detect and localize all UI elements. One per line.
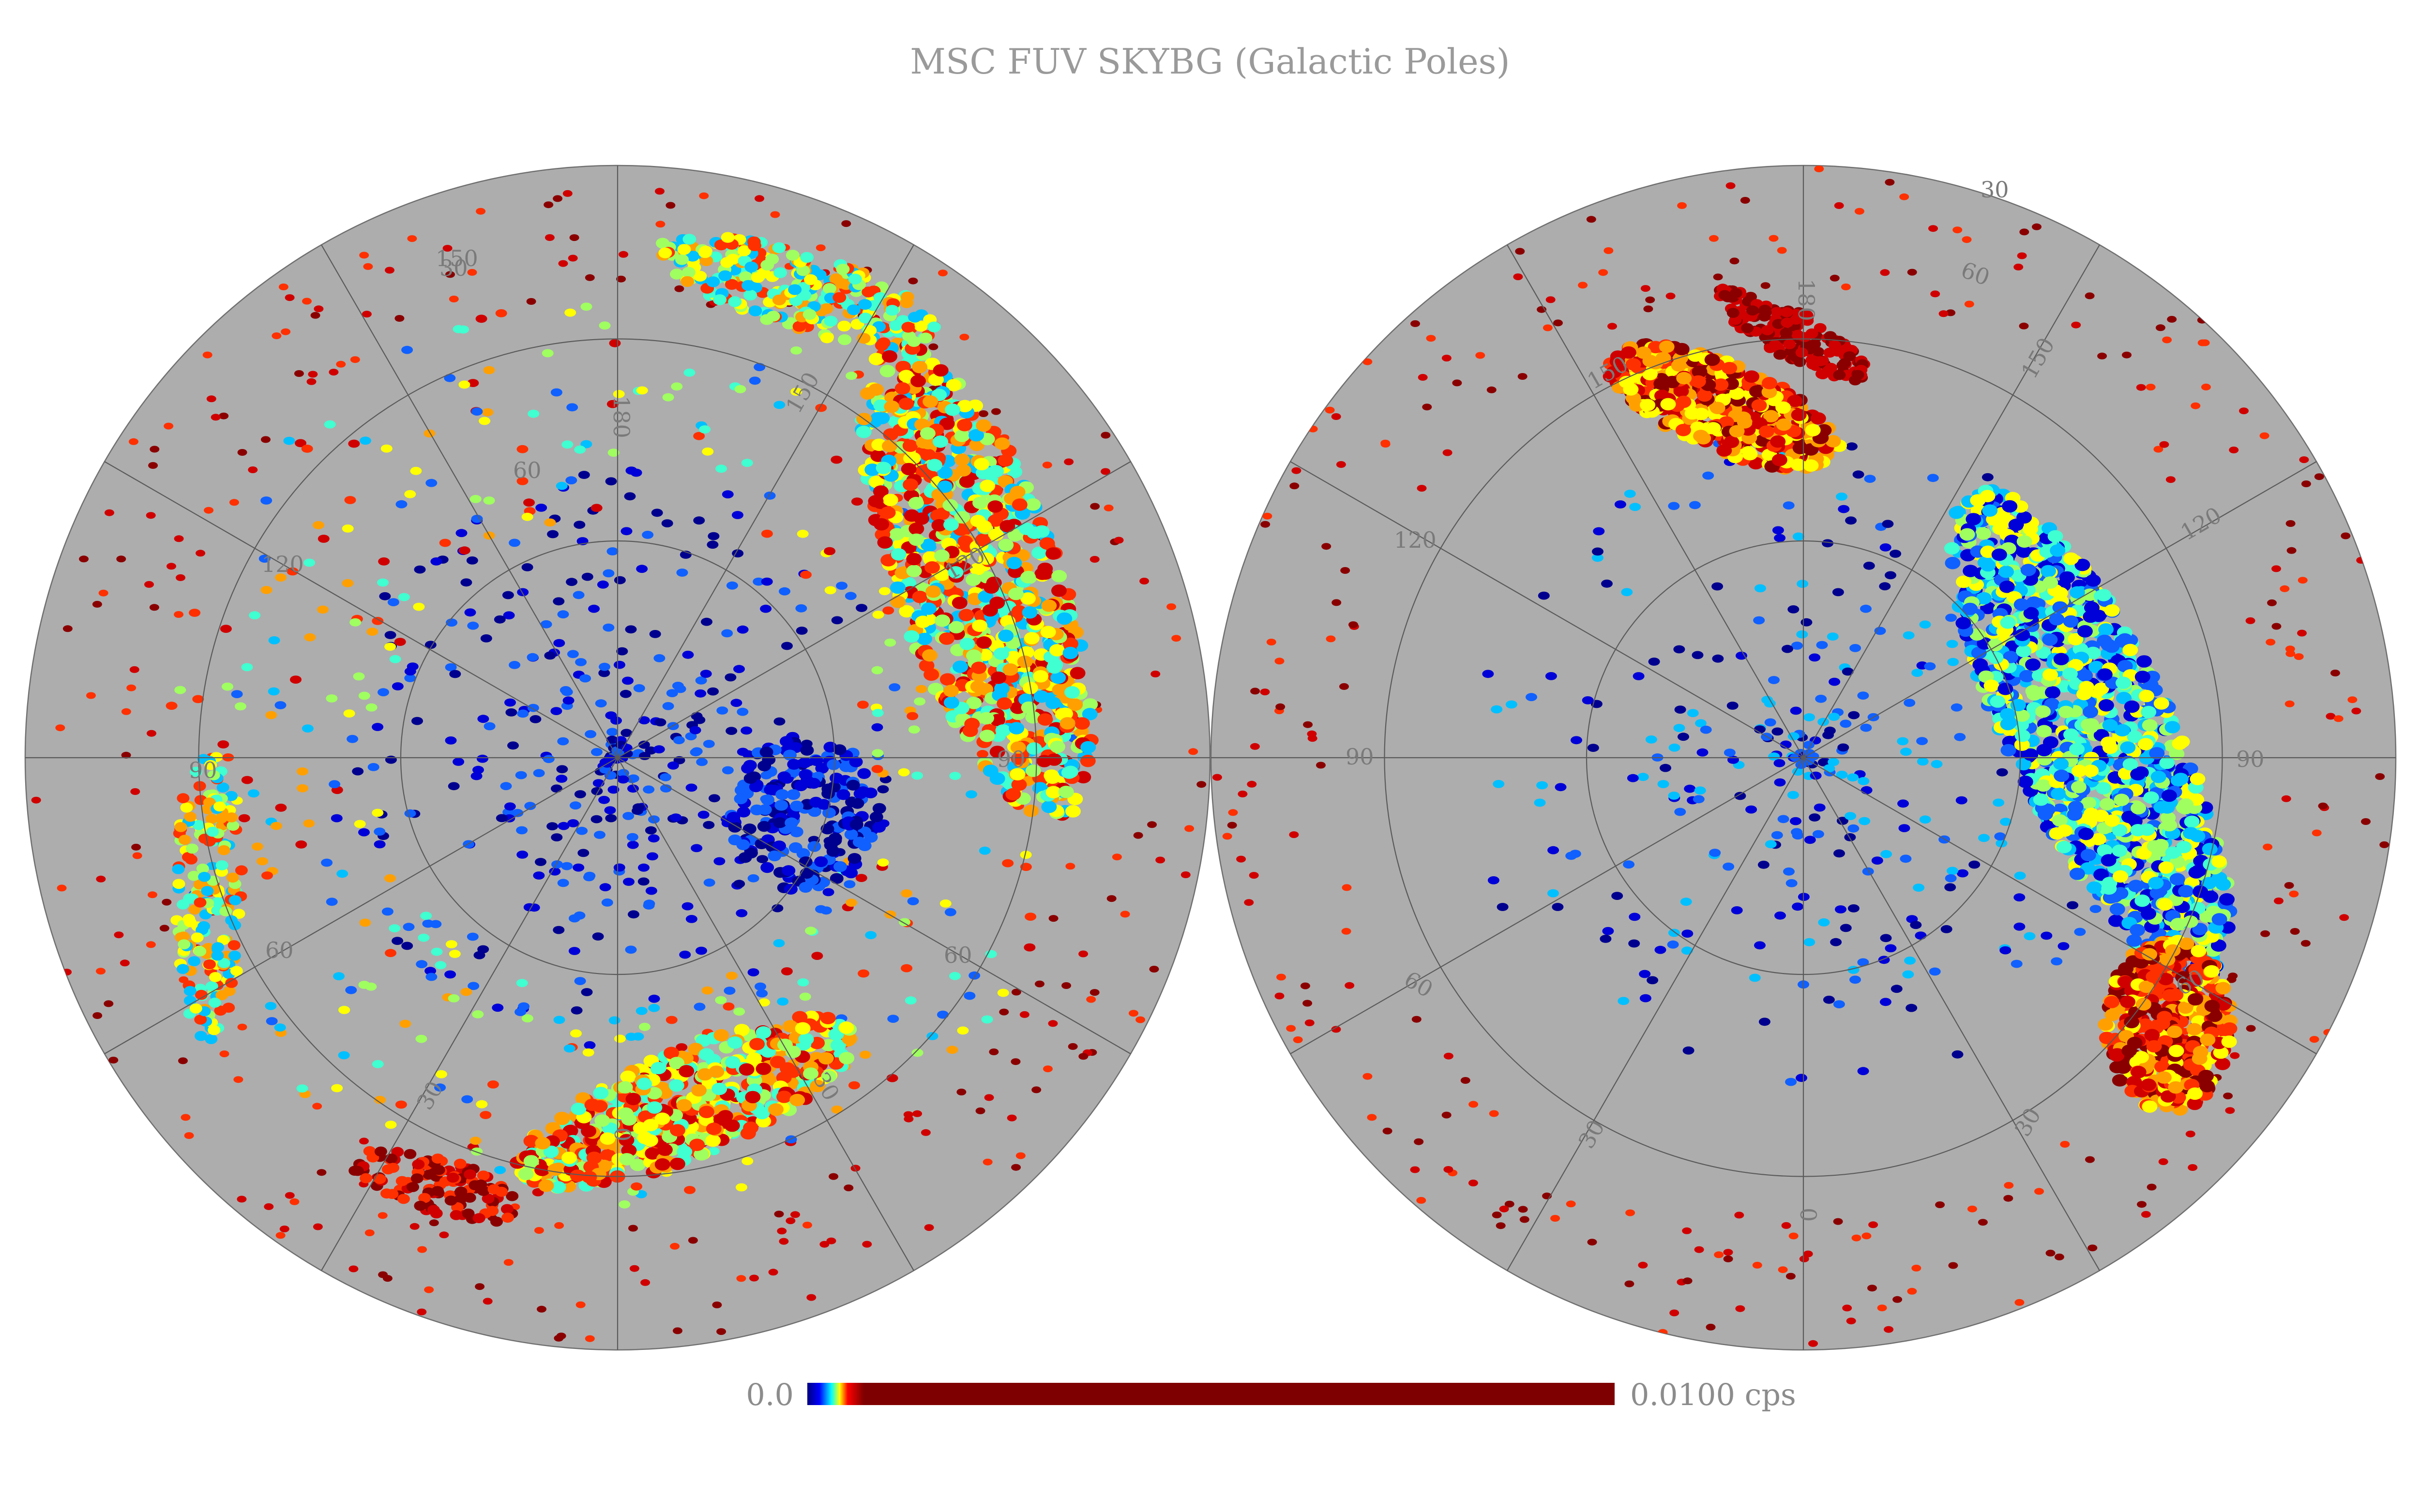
lon-spoke xyxy=(1290,461,1804,758)
lon-spoke xyxy=(617,757,1131,1054)
lon-spoke xyxy=(617,461,1131,758)
lon-spoke xyxy=(1803,461,2317,758)
north-graticule xyxy=(25,165,1210,1350)
north-lat-label-30: 30 xyxy=(439,255,468,281)
south-lon-label-90a: 90 xyxy=(1346,744,1374,770)
north-lon-label-60a: 60 xyxy=(265,937,294,963)
south-lon-label-0: 0 xyxy=(1795,1208,1821,1222)
lon-spoke xyxy=(1507,244,1804,758)
north-lon-label-60b: 60 xyxy=(944,942,972,968)
figure-title: MSC FUV SKYBG (Galactic Poles) xyxy=(910,41,1510,82)
north-lat-label-60: 60 xyxy=(513,457,542,483)
north-lon-label-90b: 90 xyxy=(997,746,1026,772)
south-lon-label-90b: 90 xyxy=(2236,746,2265,772)
lon-spoke xyxy=(104,757,618,1054)
lon-spoke xyxy=(104,461,618,758)
south-graticule xyxy=(1211,165,2396,1350)
lon-spoke xyxy=(1507,757,1804,1271)
lon-spoke xyxy=(1803,244,2100,758)
lon-spoke xyxy=(1803,757,2100,1271)
lon-spoke xyxy=(321,757,618,1271)
colorbar-min-label: 0.0 xyxy=(746,1377,794,1412)
north-lon-label-180: 180 xyxy=(608,396,635,438)
north-lon-label-90a: 90 xyxy=(189,757,217,783)
lon-spoke xyxy=(617,244,914,758)
colorbar-max-label: 0.0100 cps xyxy=(1630,1377,1796,1412)
north-lon-label-0: 0 xyxy=(609,1127,635,1141)
south-lat-label-0: 30 xyxy=(1981,177,2009,203)
north-data-points xyxy=(31,188,1207,1342)
lon-spoke xyxy=(617,757,914,1271)
north-lon-label-120a: 120 xyxy=(261,551,304,577)
colorbar-gradient xyxy=(807,1383,1615,1405)
lon-spoke xyxy=(1803,757,2317,1054)
south-lon-label-120a: 120 xyxy=(1394,527,1437,553)
north-lon-labels: 180 150 150 120 120 90 90 60 60 30 30 0 xyxy=(189,245,1026,1141)
south-data-points xyxy=(1212,165,2390,1347)
north-pole-map: 180 150 150 120 120 90 90 60 60 30 30 0 … xyxy=(24,165,1211,1351)
lon-spoke xyxy=(321,244,618,758)
lon-spoke xyxy=(1290,757,1804,1054)
south-pole-map: 180 150 150 120 120 90 90 60 60 30 30 0 … xyxy=(1210,165,2397,1351)
colorbar: 0.0 0.0100 cps xyxy=(746,1377,1796,1412)
north-lat-labels: 30 60 xyxy=(439,255,542,483)
south-lon-label-180: 180 xyxy=(1793,279,1819,321)
north-lon-label-150a: 150 xyxy=(436,245,478,271)
